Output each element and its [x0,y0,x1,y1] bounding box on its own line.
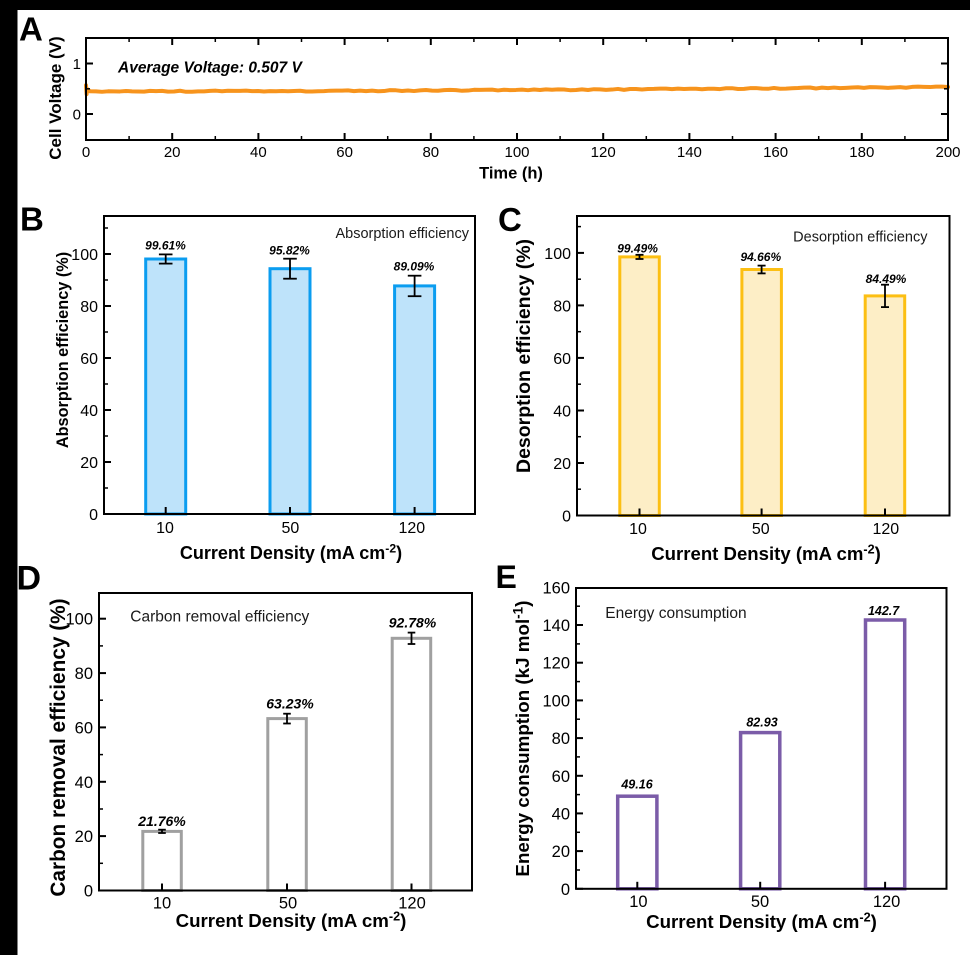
svg-text:40: 40 [75,774,93,792]
svg-text:Energy consumption: Energy consumption [605,605,746,622]
svg-text:120: 120 [398,895,426,913]
svg-text:80: 80 [75,665,93,683]
svg-text:100: 100 [71,247,98,264]
svg-text:10: 10 [153,895,171,913]
svg-text:60: 60 [552,768,570,786]
svg-text:40: 40 [552,805,570,823]
svg-text:99.49%: 99.49% [617,242,658,256]
svg-text:200: 200 [935,144,960,161]
svg-text:D: D [17,560,42,598]
svg-text:100: 100 [544,246,571,263]
svg-text:80: 80 [422,144,439,161]
svg-text:Current Density (mA cm-2): Current Density (mA cm-2) [651,543,881,565]
svg-text:50: 50 [279,895,297,913]
svg-text:120: 120 [542,655,570,673]
svg-text:63.23%: 63.23% [266,696,314,712]
svg-text:20: 20 [80,455,98,472]
svg-text:180: 180 [849,144,874,161]
svg-text:Time (h): Time (h) [479,165,543,183]
svg-text:99.61%: 99.61% [145,239,186,253]
svg-text:50: 50 [752,521,770,538]
svg-text:120: 120 [873,893,901,911]
svg-text:80: 80 [552,730,570,748]
svg-text:Average Voltage: 0.507 V: Average Voltage: 0.507 V [117,60,303,77]
svg-text:B: B [20,201,44,238]
svg-text:C: C [498,201,522,238]
svg-text:160: 160 [763,144,788,161]
svg-text:Carbon removal efficiency (%): Carbon removal efficiency (%) [47,598,70,896]
svg-text:60: 60 [75,719,93,737]
svg-text:20: 20 [75,828,93,846]
svg-text:0: 0 [562,509,571,526]
svg-text:Cell Voltage (V): Cell Voltage (V) [46,36,65,159]
svg-text:0: 0 [73,106,81,123]
svg-text:80: 80 [553,298,571,315]
svg-text:140: 140 [677,144,702,161]
svg-text:20: 20 [553,456,571,473]
svg-text:10: 10 [629,893,647,911]
svg-text:Absorption efficiency (%): Absorption efficiency (%) [54,252,72,448]
svg-text:Desorption efficiency: Desorption efficiency [793,230,928,246]
svg-text:1: 1 [73,56,81,73]
svg-text:82.93: 82.93 [746,715,777,729]
svg-text:40: 40 [553,404,571,421]
svg-text:94.66%: 94.66% [740,250,781,264]
svg-text:Energy consumption (kJ mol-1): Energy consumption (kJ mol-1) [511,600,535,876]
svg-text:100: 100 [65,611,93,629]
svg-text:89.09%: 89.09% [394,260,435,274]
svg-text:100: 100 [542,692,570,710]
svg-text:0: 0 [561,881,570,899]
svg-text:20: 20 [164,144,181,161]
svg-text:120: 120 [591,144,616,161]
svg-text:120: 120 [398,520,425,537]
svg-text:142.7: 142.7 [868,604,900,618]
svg-text:160: 160 [542,579,570,597]
svg-text:84.49%: 84.49% [866,272,907,286]
svg-text:A: A [19,11,43,48]
svg-text:80: 80 [80,299,98,316]
svg-text:40: 40 [250,144,267,161]
svg-text:10: 10 [629,521,647,538]
svg-text:0: 0 [82,144,90,161]
svg-text:95.82%: 95.82% [269,244,310,258]
svg-text:60: 60 [336,144,353,161]
svg-text:140: 140 [542,617,570,635]
svg-text:21.76%: 21.76% [137,813,186,829]
svg-text:Current Density (mA cm-2): Current Density (mA cm-2) [180,542,402,564]
svg-text:0: 0 [84,883,93,901]
svg-text:Desorption efficiency (%): Desorption efficiency (%) [513,239,535,473]
svg-text:0: 0 [89,507,98,524]
svg-text:60: 60 [553,351,571,368]
svg-text:20: 20 [552,843,570,861]
svg-text:Current Density (mA cm-2): Current Density (mA cm-2) [646,911,877,933]
svg-text:10: 10 [156,520,174,537]
svg-text:Absorption efficiency: Absorption efficiency [335,226,469,242]
svg-text:50: 50 [751,893,769,911]
svg-text:120: 120 [872,521,899,538]
svg-text:E: E [496,559,517,595]
svg-text:49.16: 49.16 [620,778,653,792]
svg-text:60: 60 [80,351,98,368]
svg-text:Carbon removal efficiency: Carbon removal efficiency [130,609,309,626]
svg-text:92.78%: 92.78% [389,614,437,630]
svg-text:40: 40 [80,403,98,420]
svg-text:100: 100 [504,144,529,161]
svg-text:Current Density (mA cm-2): Current Density (mA cm-2) [176,910,407,932]
svg-text:50: 50 [282,520,300,537]
